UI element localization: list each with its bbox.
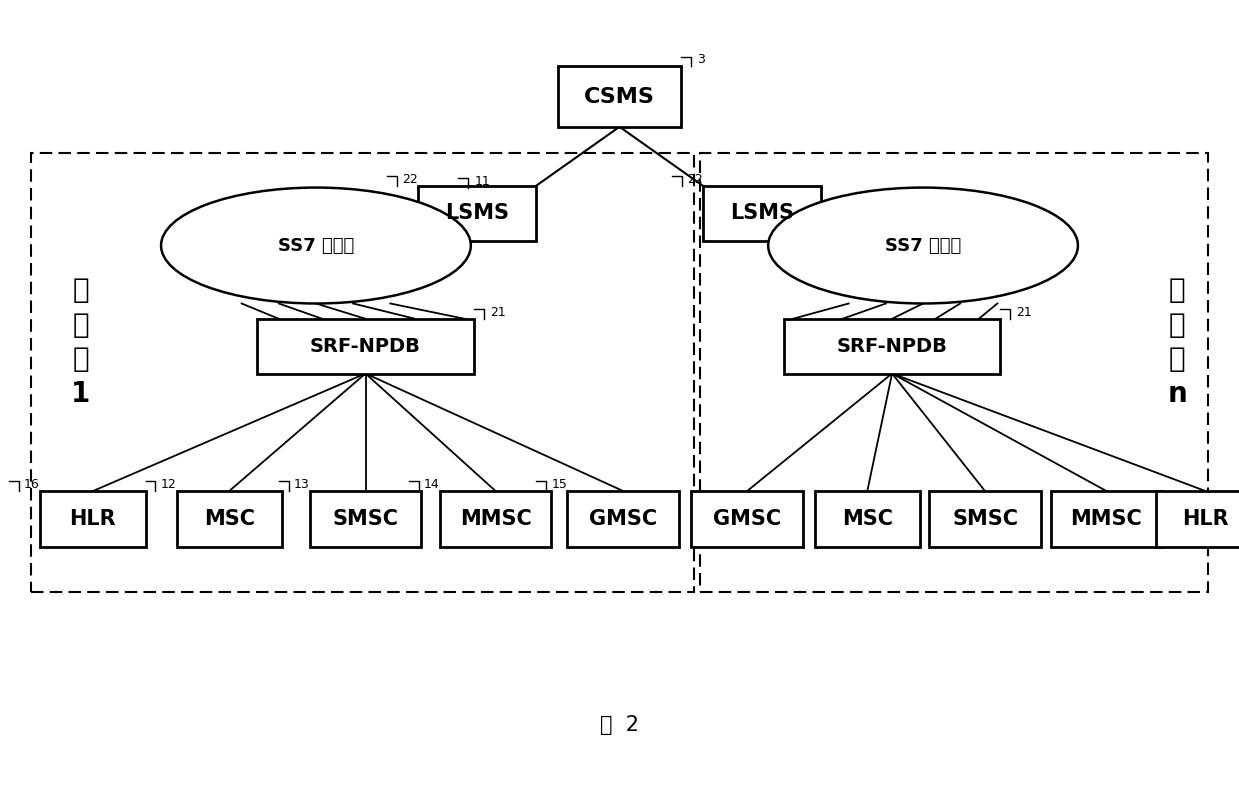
Bar <box>31 153 694 592</box>
Text: 运
营
商
1: 运 营 商 1 <box>71 276 90 408</box>
Text: LSMS: LSMS <box>445 204 509 223</box>
Text: SMSC: SMSC <box>952 510 1018 529</box>
Text: SRF-NPDB: SRF-NPDB <box>836 336 948 356</box>
Text: 图  2: 图 2 <box>600 715 639 734</box>
Text: GMSC: GMSC <box>714 510 781 529</box>
Bar <box>440 491 551 547</box>
Text: SMSC: SMSC <box>332 510 399 529</box>
Bar <box>419 186 535 241</box>
Text: 运
营
商
n: 运 营 商 n <box>1167 276 1187 408</box>
Text: MMSC: MMSC <box>460 510 532 529</box>
Text: HLR: HLR <box>1182 510 1229 529</box>
Text: MMSC: MMSC <box>1070 510 1142 529</box>
Text: 21: 21 <box>489 306 506 319</box>
Text: HLR: HLR <box>69 510 116 529</box>
Text: SS7 信令网: SS7 信令网 <box>885 237 961 254</box>
Bar <box>567 491 679 547</box>
Bar <box>700 153 1208 592</box>
Text: 22: 22 <box>401 173 418 186</box>
Bar <box>814 491 919 547</box>
Bar <box>176 491 281 547</box>
Text: 21: 21 <box>1016 306 1032 319</box>
Text: 13: 13 <box>294 478 310 491</box>
Text: GMSC: GMSC <box>590 510 657 529</box>
Bar <box>691 491 803 547</box>
Text: 22: 22 <box>686 173 703 186</box>
Bar <box>1156 491 1239 547</box>
Bar <box>40 491 145 547</box>
Bar <box>310 491 421 547</box>
Text: SRF-NPDB: SRF-NPDB <box>310 336 421 356</box>
Text: SS7 信令网: SS7 信令网 <box>278 237 354 254</box>
Text: MSC: MSC <box>841 510 893 529</box>
Text: CSMS: CSMS <box>584 87 655 106</box>
Text: 3: 3 <box>698 53 705 67</box>
Text: 14: 14 <box>424 478 440 491</box>
Text: 15: 15 <box>551 478 567 491</box>
Text: 16: 16 <box>24 478 40 491</box>
Ellipse shape <box>161 188 471 303</box>
Bar <box>929 491 1041 547</box>
Ellipse shape <box>768 188 1078 303</box>
Text: 11: 11 <box>475 175 491 188</box>
Bar <box>558 67 681 126</box>
Bar <box>704 186 820 241</box>
Text: LSMS: LSMS <box>730 204 794 223</box>
Bar <box>256 319 473 374</box>
Text: 12: 12 <box>160 478 176 491</box>
Bar <box>1051 491 1162 547</box>
Bar <box>783 319 1000 374</box>
Text: MSC: MSC <box>203 510 255 529</box>
